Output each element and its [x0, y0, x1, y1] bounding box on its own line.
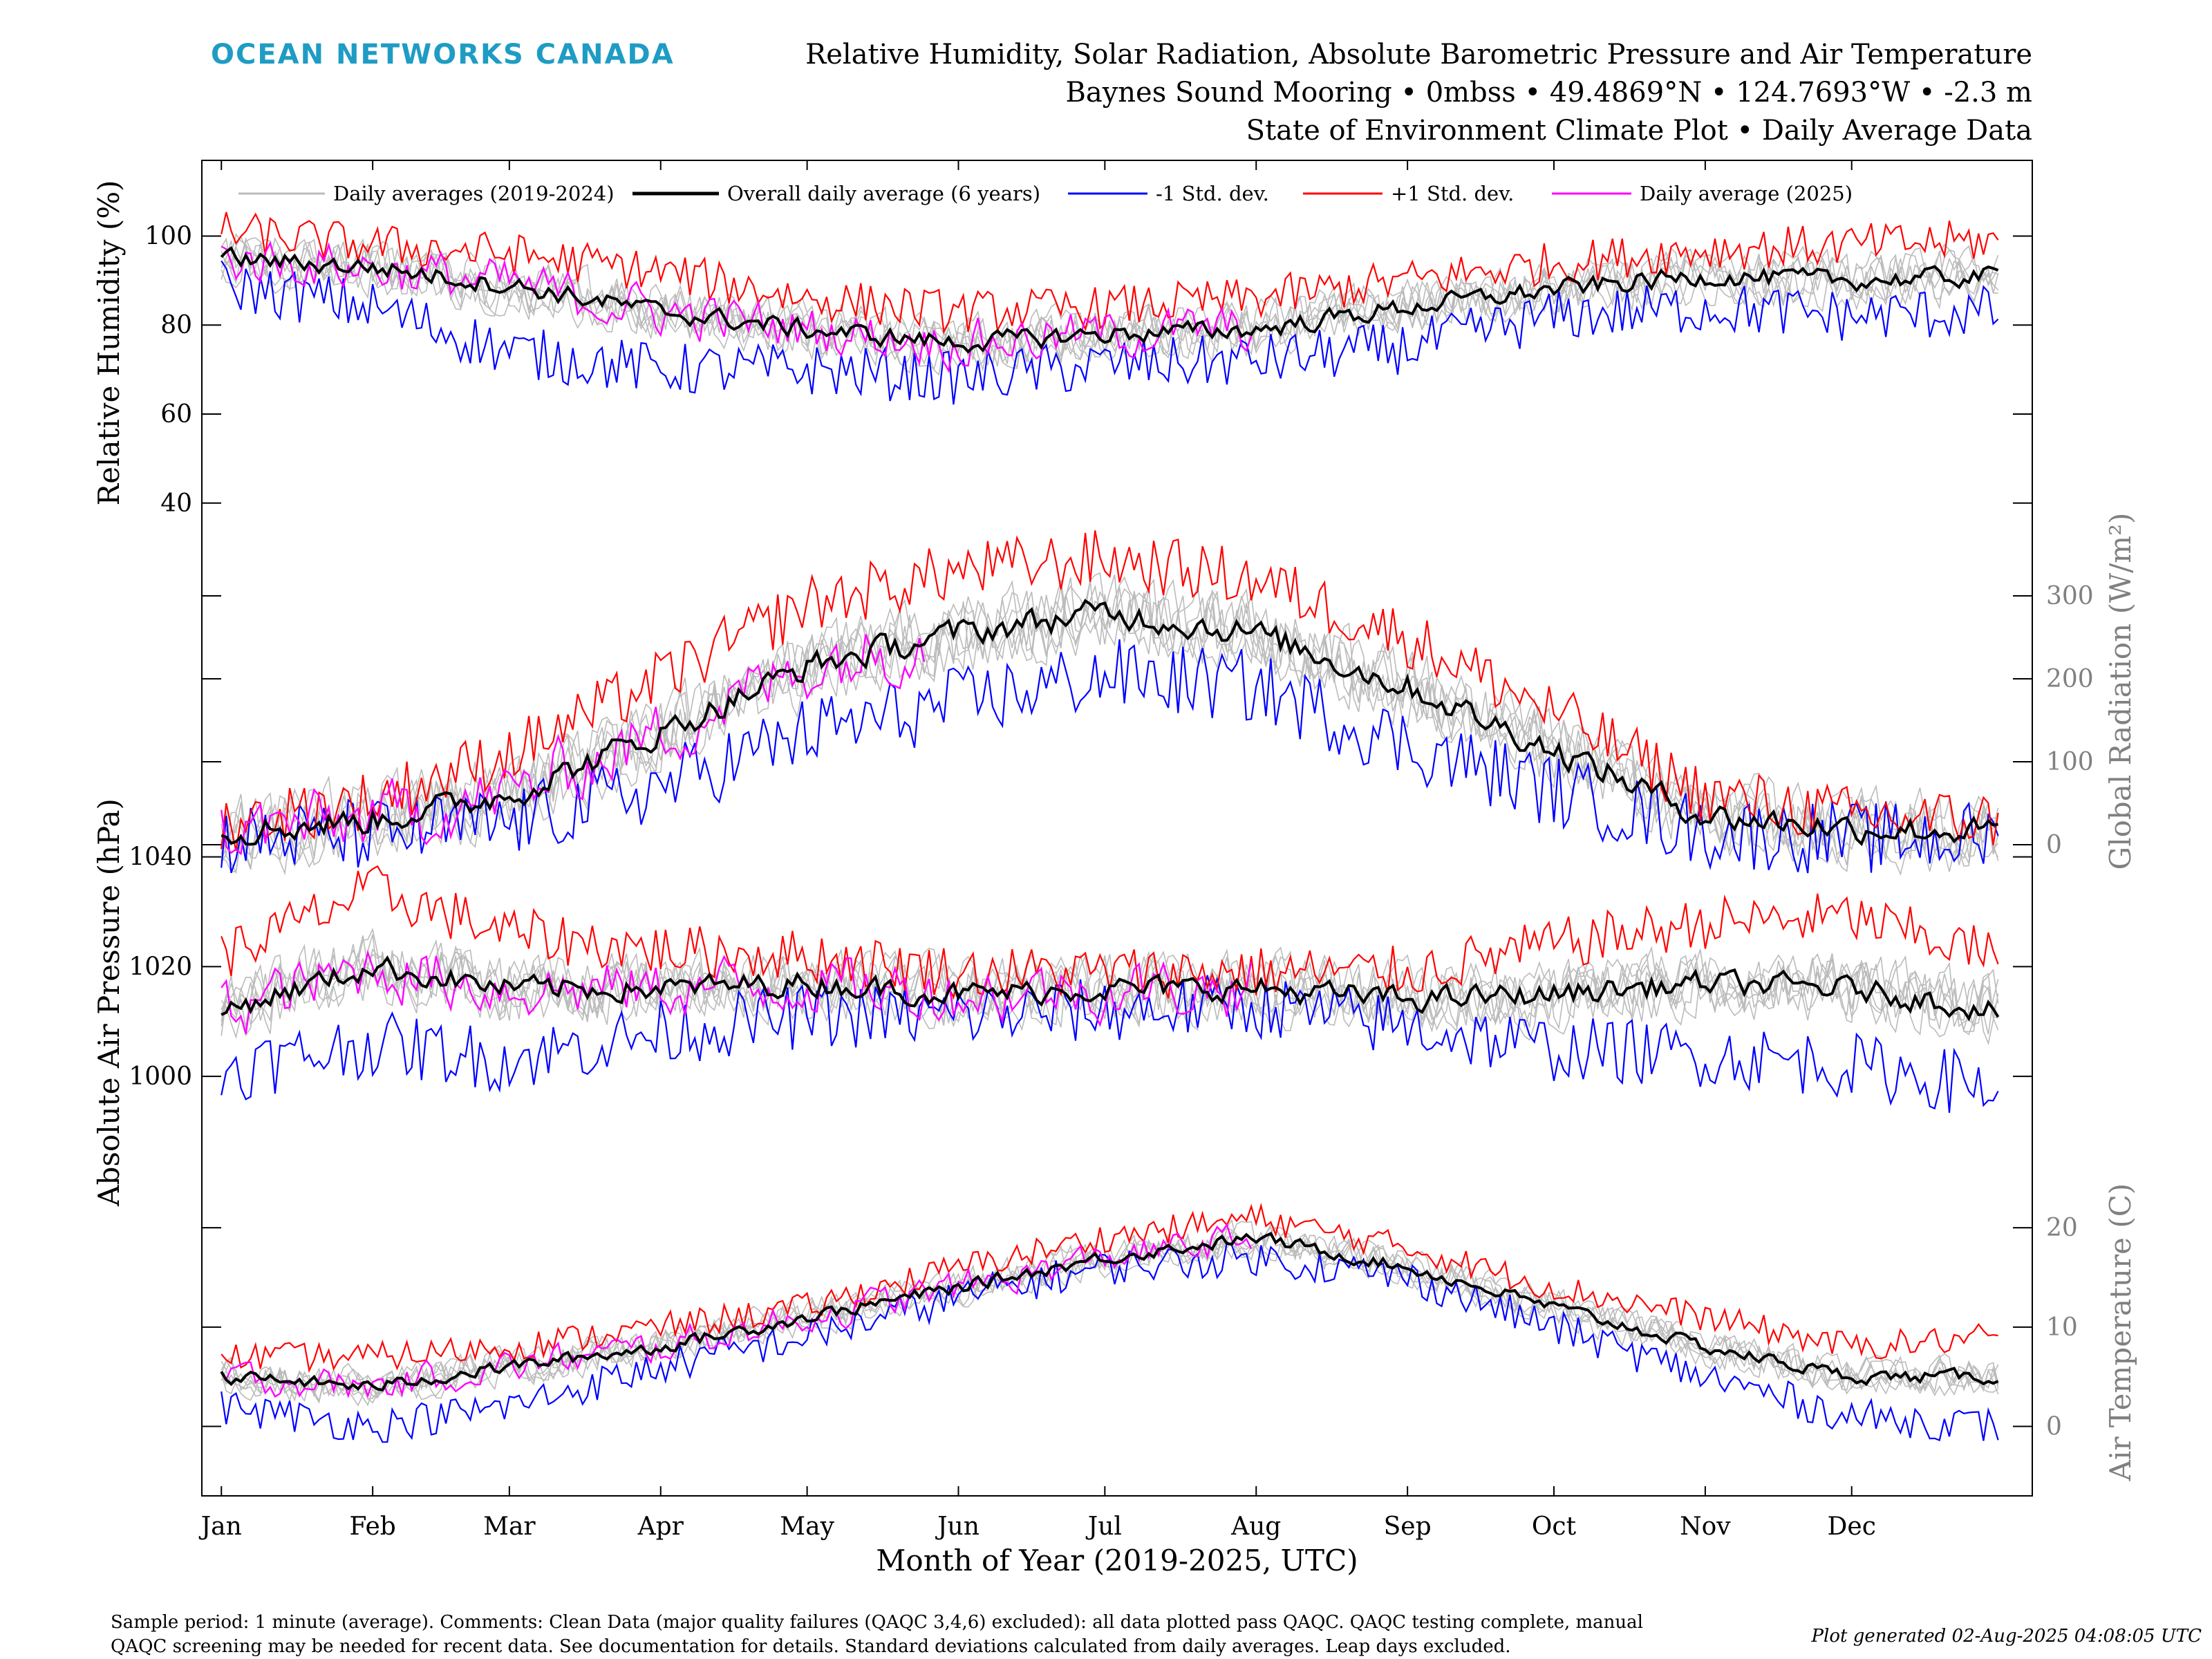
x-tick-label: Nov: [1680, 1512, 1731, 1541]
humidity-axis: 40 60 80 100 Relative Humidity (%): [92, 180, 2032, 518]
temperature-current-year-line: [221, 1222, 1253, 1398]
radiation-y-axis-label: Global Radiation (W/m²): [2103, 513, 2137, 870]
legend-label-minus-sd: -1 Std. dev.: [1156, 182, 1269, 205]
radiation-minus-sd-line: [221, 639, 1999, 874]
radiation-mean-line: [221, 599, 1998, 847]
pressure-y-axis-label: Absolute Air Pressure (hPa): [92, 798, 126, 1207]
radiation-y-tick-label: 0: [2046, 831, 2062, 859]
temperature-y-axis-label: Air Temperature (C): [2103, 1183, 2137, 1482]
panel-radiation: [221, 530, 1999, 877]
data-layer: [220, 212, 2000, 1443]
temperature-historical-line: [221, 1221, 1999, 1400]
humidity-historical-line: [221, 233, 1998, 369]
x-tick-label: Sep: [1384, 1512, 1432, 1541]
chart-title: Relative Humidity, Solar Radiation, Abso…: [805, 39, 2032, 71]
pressure-minus-sd-line: [221, 975, 1999, 1113]
humidity-historical-line: [221, 237, 1999, 363]
x-tick-label: Dec: [1828, 1512, 1876, 1541]
plot-frame: [201, 160, 2033, 1497]
panel-humidity: [220, 212, 1999, 405]
footer-note-line2: QAQC screening may be needed for recent …: [111, 1636, 1511, 1657]
pressure-historical-line: [221, 934, 1999, 1035]
x-tick-label: Jan: [198, 1512, 242, 1541]
radiation-plus-sd-line: [221, 530, 1999, 852]
temperature-mean-line: [220, 1232, 1999, 1392]
panel-pressure: [221, 865, 2000, 1113]
brand-logo-text: OCEAN NETWORKS CANADA: [211, 39, 675, 71]
temperature-y-tick-label: 10: [2046, 1313, 2078, 1342]
pressure-y-tick-label: 1020: [129, 953, 192, 981]
radiation-y-tick-label: 300: [2046, 582, 2094, 610]
pressure-historical-line: [221, 946, 1999, 1038]
panel-temperature: [220, 1202, 1999, 1443]
radiation-y-tick-label: 200: [2046, 665, 2094, 693]
x-axis-label: Month of Year (2019-2025, UTC): [876, 1544, 1358, 1577]
legend-label-current-year: Daily average (2025): [1640, 182, 1853, 205]
humidity-mean-line: [220, 245, 1999, 354]
axes-layer: Jan Feb Mar Apr May Jun Jul Aug Sep Oct Nov Dec 40 60…: [92, 160, 2137, 1541]
temperature-axis: 0 10 20 Air Temperature (C): [202, 1183, 2137, 1482]
humidity-y-tick-label: 60: [160, 400, 192, 429]
pressure-y-tick-label: 1000: [129, 1062, 192, 1091]
temperature-y-tick-label: 0: [2046, 1412, 2062, 1441]
x-tick-label: Jun: [935, 1512, 980, 1541]
x-tick-label: Mar: [483, 1512, 536, 1541]
x-tick-label: Apr: [637, 1512, 684, 1541]
humidity-y-tick-label: 80: [160, 311, 192, 339]
chart-subtitle-location: Baynes Sound Mooring • 0mbss • 49.4869°N…: [1065, 77, 2032, 109]
chart-subtitle-type: State of Environment Climate Plot • Dail…: [1246, 115, 2032, 147]
temperature-plus-sd-line: [221, 1202, 1998, 1374]
radiation-axis: 0 100 200 300 Global Radiation (W/m²): [202, 513, 2137, 870]
temperature-historical-line: [221, 1227, 1999, 1404]
legend-label-mean: Overall daily average (6 years): [727, 182, 1040, 205]
footer-note-line1: Sample period: 1 minute (average). Comme…: [111, 1612, 1643, 1633]
radiation-y-tick-label: 100: [2046, 748, 2094, 776]
humidity-plus-sd-line: [221, 212, 1999, 335]
x-tick-label: Oct: [1532, 1512, 1577, 1541]
legend-label-plus-sd: +1 Std. dev.: [1391, 182, 1514, 205]
x-tick-label: Aug: [1230, 1512, 1281, 1541]
temperature-y-tick-label: 20: [2046, 1214, 2078, 1242]
humidity-historical-line: [221, 237, 1998, 369]
pressure-y-tick-label: 1040: [129, 843, 192, 872]
legend: Daily averages (2019-2024) Overall daily…: [238, 182, 1853, 205]
humidity-y-axis-label: Relative Humidity (%): [92, 180, 126, 505]
humidity-minus-sd-line: [221, 260, 1999, 405]
temperature-historical-line: [221, 1227, 1999, 1404]
humidity-y-tick-label: 40: [160, 489, 192, 518]
pressure-current-year-line: [221, 950, 1253, 1034]
humidity-y-tick-label: 100: [144, 222, 192, 250]
x-tick-label: Feb: [349, 1512, 395, 1541]
temperature-minus-sd-line: [221, 1240, 1999, 1443]
x-tick-label: Jul: [1085, 1512, 1122, 1541]
legend-label-historical: Daily averages (2019-2024): [333, 182, 615, 205]
temperature-historical-line: [221, 1227, 1999, 1403]
x-tick-label: May: [780, 1512, 834, 1541]
pressure-mean-line: [221, 955, 2000, 1022]
pressure-historical-line: [221, 946, 1999, 1033]
plot-generated-timestamp: Plot generated 02-Aug-2025 04:08:05 UTC: [1811, 1626, 2202, 1647]
radiation-historical-line: [221, 577, 1999, 876]
